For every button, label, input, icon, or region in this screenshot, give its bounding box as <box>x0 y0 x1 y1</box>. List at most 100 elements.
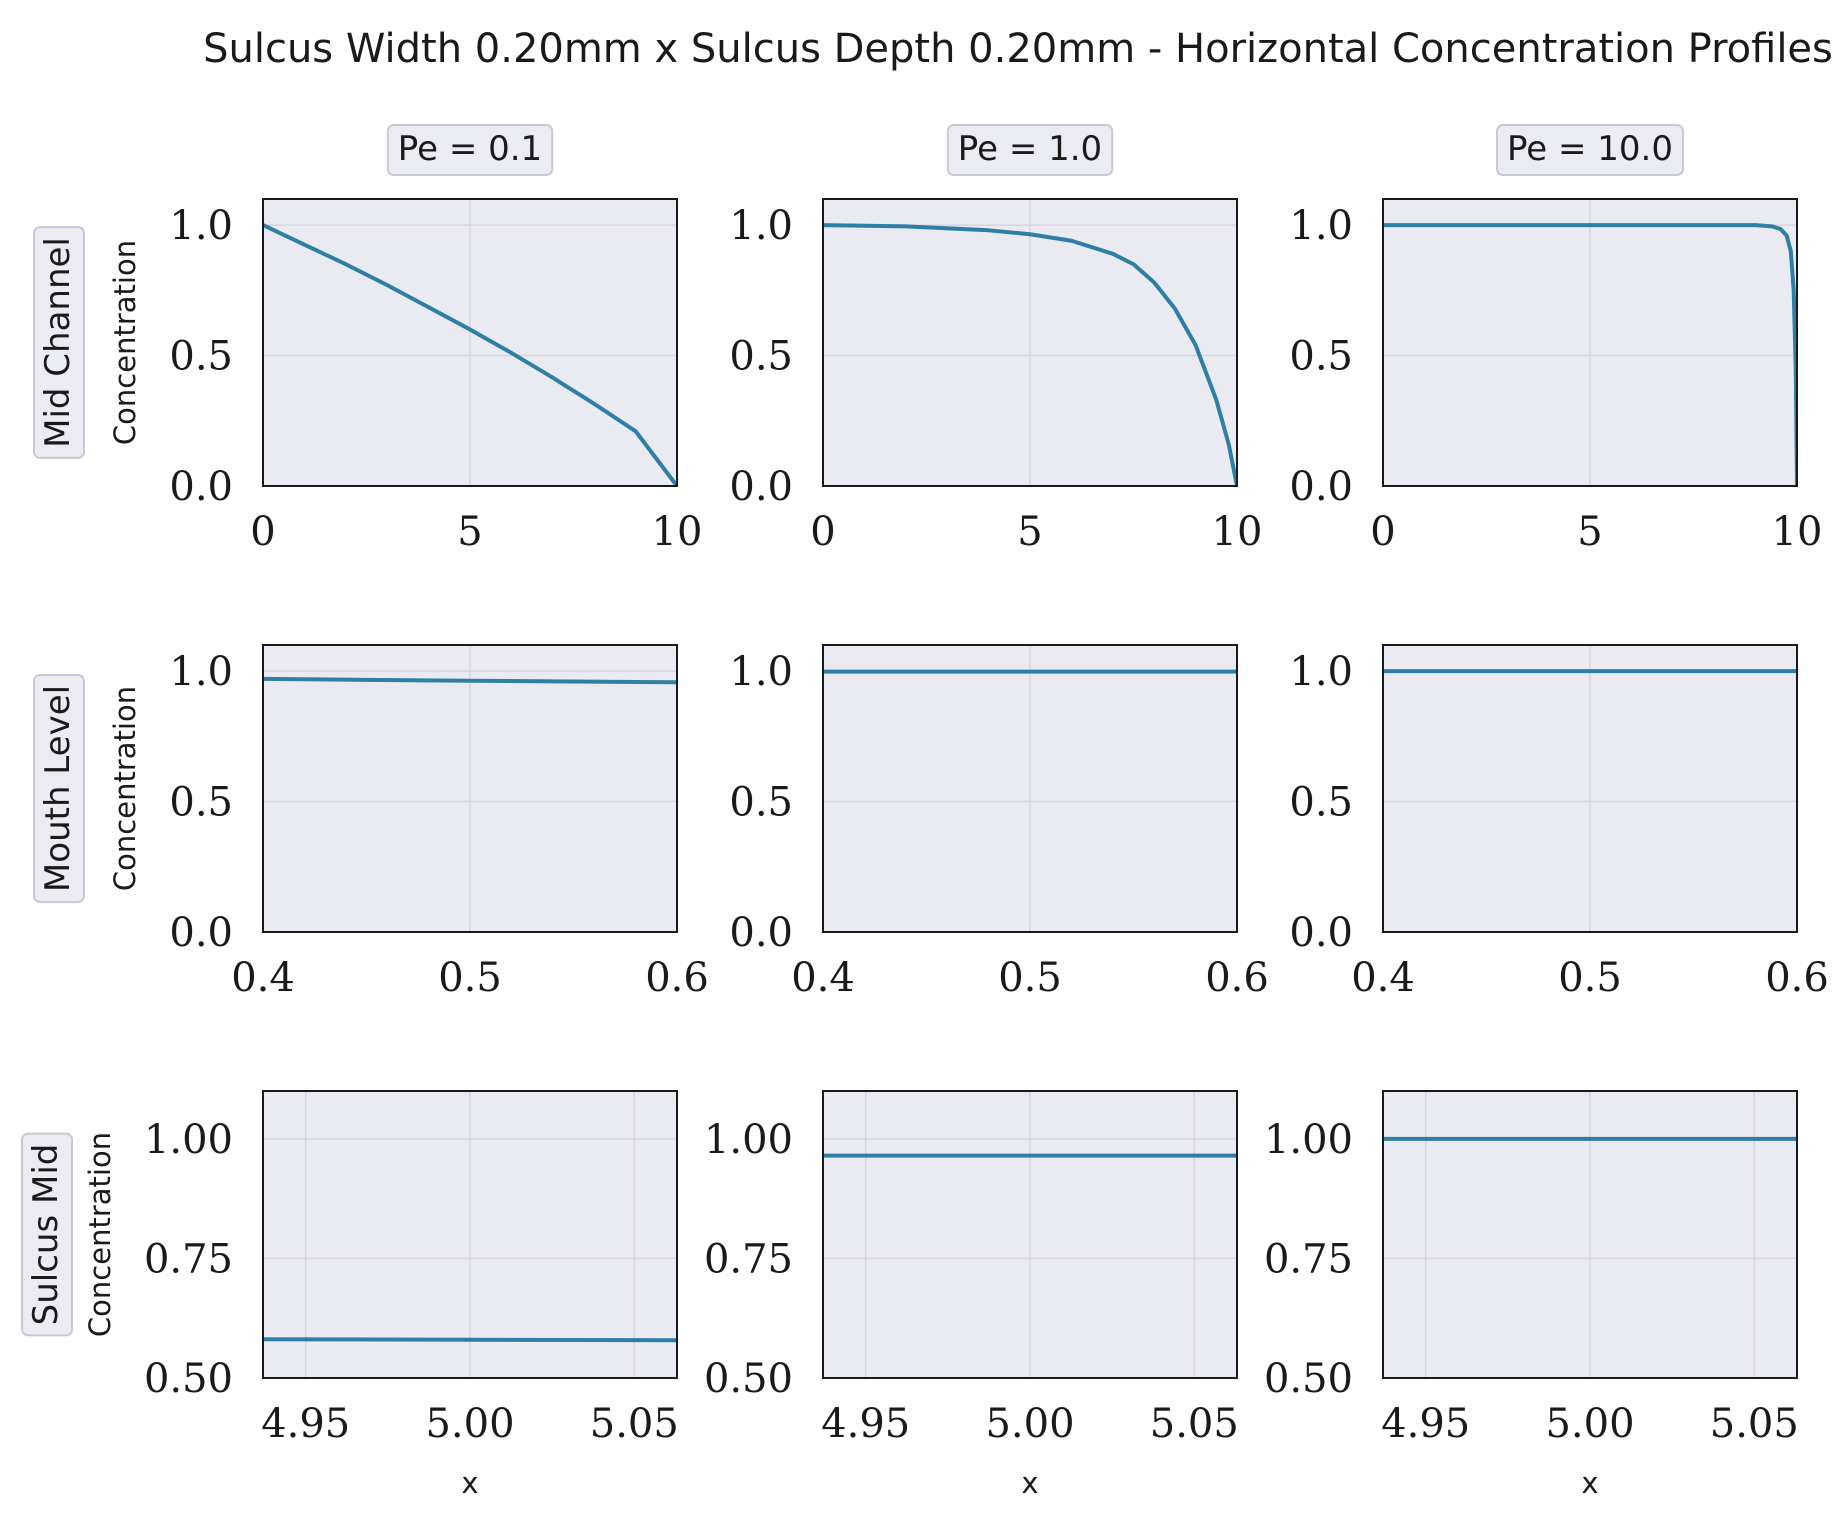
axes-frame <box>262 1090 678 1379</box>
figure-title: Sulcus Width 0.20mm x Sulcus Depth 0.20m… <box>203 26 1833 72</box>
y-axis-label: Concentration <box>108 240 142 445</box>
subplot-r3-c3: 4.95 5.00 5.05 0.50 0.75 1.00 x <box>1264 1090 1799 1500</box>
y-tick-label: 0.5 <box>729 780 793 826</box>
axes-frame <box>822 644 1238 933</box>
axes-frame <box>1382 1090 1798 1379</box>
y-tick-label: 1.0 <box>729 203 793 249</box>
column-title-box <box>1495 124 1685 176</box>
y-tick-label: 0.5 <box>1289 334 1353 380</box>
x-tick-label: 5.00 <box>1545 1401 1634 1447</box>
y-axis-label: Concentration <box>108 686 142 891</box>
y-tick-label: 0.50 <box>1264 1356 1353 1402</box>
subplot-r2-c3: 0.4 0.5 0.6 0.0 0.5 1.0 <box>1289 644 1829 1001</box>
y-tick-label: 0.0 <box>169 910 233 956</box>
subplot-r1-c1: 0 5 10 0.0 0.5 1.0 Concentration <box>108 198 703 555</box>
y-tick-label: 0.5 <box>169 780 233 826</box>
y-tick-label: 1.00 <box>1264 1117 1353 1163</box>
row-label-text: Sulcus Mid <box>26 1144 66 1326</box>
y-axis-label: Concentration <box>83 1132 117 1337</box>
concentration-profile-line <box>823 223 1237 486</box>
x-axis-label: x <box>1021 1466 1038 1500</box>
row-labels: Mid Channel Mouth Level Sulcus Mid <box>21 226 85 1337</box>
column-title-text: Pe = 0.1 <box>398 129 542 169</box>
x-tick-label: 10 <box>652 509 703 555</box>
row-label-text: Mouth Level <box>38 685 78 892</box>
column-titles: Pe = 0.1 Pe = 1.0 Pe = 10.0 <box>386 124 1685 176</box>
x-tick-label: 0.4 <box>1351 955 1415 1001</box>
y-tick-label: 1.00 <box>144 1117 233 1163</box>
x-tick-label: 5.05 <box>590 1401 679 1447</box>
y-tick-label: 0.5 <box>1289 780 1353 826</box>
y-tick-label: 0.0 <box>1289 910 1353 956</box>
concentration-profile-line <box>263 676 677 685</box>
x-tick-label: 0.5 <box>1558 955 1622 1001</box>
subplot-r1-c3: 0 5 10 0.0 0.5 1.0 <box>1289 198 1823 555</box>
concentration-profile-line <box>263 1337 677 1343</box>
y-tick-label: 0.50 <box>144 1356 233 1402</box>
axes-frame <box>262 644 678 933</box>
y-tick-label: 1.0 <box>1289 203 1353 249</box>
y-tick-label: 0.50 <box>704 1356 793 1402</box>
y-tick-label: 0.0 <box>1289 464 1353 510</box>
x-tick-label: 10 <box>1212 509 1263 555</box>
column-title-text: Pe = 10.0 <box>1507 129 1673 169</box>
x-tick-label: 10 <box>1772 509 1823 555</box>
column-title-box <box>946 124 1114 176</box>
x-tick-label: 5 <box>1017 509 1042 555</box>
row-label-3: Sulcus Mid <box>21 1132 73 1337</box>
axes-frame <box>1382 644 1798 933</box>
row-label-box <box>21 1132 73 1337</box>
column-title-box <box>386 124 554 176</box>
y-tick-label: 1.00 <box>704 1117 793 1163</box>
x-tick-label: 5.00 <box>425 1401 514 1447</box>
axes-frame <box>822 198 1238 487</box>
row-label-2: Mouth Level <box>33 673 85 904</box>
x-tick-label: 5 <box>1577 509 1602 555</box>
x-tick-label: 0.6 <box>1765 955 1829 1001</box>
y-tick-label: 0.5 <box>169 334 233 380</box>
x-tick-label: 0.6 <box>645 955 709 1001</box>
x-tick-label: 4.95 <box>821 1401 910 1447</box>
subplot-r3-c2: 4.95 5.00 5.05 0.50 0.75 1.00 x <box>704 1090 1239 1500</box>
x-tick-label: 0.4 <box>791 955 855 1001</box>
y-tick-label: 1.0 <box>169 203 233 249</box>
x-tick-label: 5.00 <box>985 1401 1074 1447</box>
y-tick-label: 1.0 <box>729 649 793 695</box>
x-tick-label: 0.4 <box>231 955 295 1001</box>
y-tick-label: 1.0 <box>169 649 233 695</box>
column-title-1: Pe = 0.1 <box>386 124 554 176</box>
column-title-text: Pe = 1.0 <box>958 129 1102 169</box>
subplot-r3-c1: 4.95 5.00 5.05 0.50 0.75 1.00 Concentration x <box>83 1090 679 1500</box>
axes-frame <box>1382 198 1798 487</box>
y-tick-label: 0.75 <box>1264 1236 1353 1282</box>
subplot-r2-c1: 0.4 0.5 0.6 0.0 0.5 1.0 Concentration <box>108 644 709 1001</box>
x-tick-label: 5.05 <box>1150 1401 1239 1447</box>
x-tick-label: 0.6 <box>1205 955 1269 1001</box>
x-tick-label: 5.05 <box>1710 1401 1799 1447</box>
x-axis-label: x <box>1581 1466 1598 1500</box>
row-label-1: Mid Channel <box>33 226 85 459</box>
concentration-profile-line <box>1383 223 1797 486</box>
subplot-r2-c2: 0.4 0.5 0.6 0.0 0.5 1.0 <box>729 644 1269 1001</box>
y-tick-label: 0.0 <box>729 910 793 956</box>
y-tick-label: 0.0 <box>729 464 793 510</box>
x-tick-label: 4.95 <box>261 1401 350 1447</box>
row-label-box <box>33 226 85 459</box>
x-axis-label: x <box>461 1466 478 1500</box>
y-tick-label: 0.75 <box>704 1236 793 1282</box>
x-tick-label: 0 <box>1370 509 1395 555</box>
y-tick-label: 0.75 <box>144 1236 233 1282</box>
column-title-3: Pe = 10.0 <box>1495 124 1685 176</box>
x-tick-label: 0 <box>810 509 835 555</box>
x-tick-label: 4.95 <box>1381 1401 1470 1447</box>
subplot-r1-c2: 0 5 10 0.0 0.5 1.0 <box>729 198 1263 555</box>
axes-frame <box>262 198 678 487</box>
x-tick-label: 5 <box>457 509 482 555</box>
column-title-2: Pe = 1.0 <box>946 124 1114 176</box>
row-label-box <box>33 673 85 904</box>
x-tick-label: 0.5 <box>998 955 1062 1001</box>
y-tick-label: 0.5 <box>729 334 793 380</box>
x-tick-label: 0.5 <box>438 955 502 1001</box>
y-tick-label: 0.0 <box>169 464 233 510</box>
